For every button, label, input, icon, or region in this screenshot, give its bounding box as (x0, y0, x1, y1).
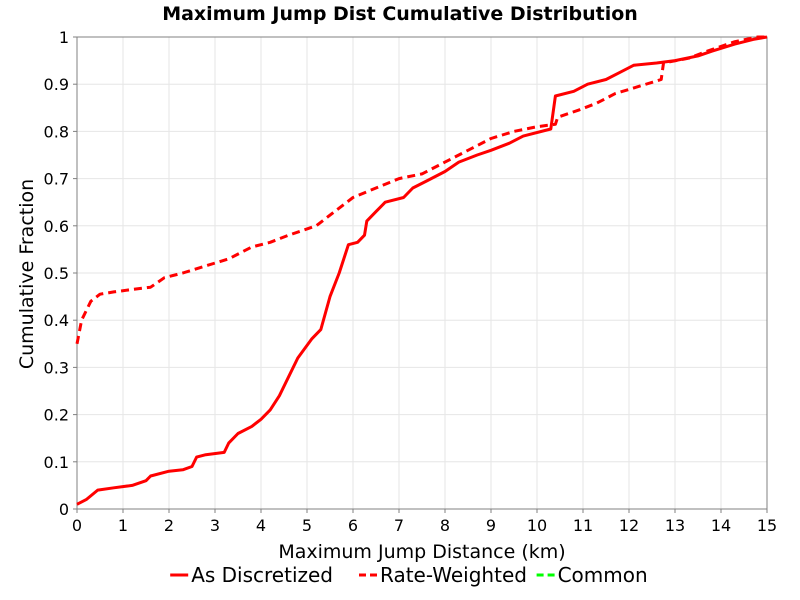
series-layer (75, 35, 768, 506)
x-tick-label: 5 (302, 516, 312, 535)
x-tick-label: 15 (757, 516, 777, 535)
x-tick-labels: 0 1 2 3 4 5 6 7 8 9 10 11 12 13 14 15 (72, 509, 777, 535)
x-tick-label: 14 (711, 516, 731, 535)
x-tick-label: 10 (527, 516, 547, 535)
y-axis-label: Cumulative Fraction (16, 179, 38, 369)
y-tick-label: 0.1 (44, 453, 69, 472)
y-tick-label: 0.6 (44, 217, 69, 236)
x-tick-label: 8 (440, 516, 450, 535)
y-tick-label: 0.3 (44, 358, 69, 377)
y-tick-label: 0.9 (44, 75, 69, 94)
x-axis-label: Maximum Jump Distance (km) (278, 541, 565, 563)
y-tick-label: 1 (59, 28, 69, 47)
x-tick-label: 12 (619, 516, 639, 535)
y-tick-label: 0.7 (44, 170, 69, 189)
x-tick-label: 2 (164, 516, 174, 535)
x-tick-label: 13 (665, 516, 685, 535)
x-tick-label: 7 (394, 516, 404, 535)
legend-item-label: As Discretized (191, 563, 333, 587)
legend-item-label: Rate-Weighted (380, 563, 527, 587)
y-tick-label: 0.4 (44, 311, 69, 330)
x-tick-label: 0 (72, 516, 82, 535)
x-tick-label: 1 (118, 516, 128, 535)
series-line-as-discretized (76, 35, 768, 506)
x-tick-label: 9 (486, 516, 496, 535)
chart-title: Maximum Jump Dist Cumulative Distributio… (162, 3, 638, 25)
y-tick-label: 0 (59, 500, 69, 519)
grid-lines (76, 36, 768, 510)
y-tick-label: 0.8 (44, 122, 69, 141)
y-tick-label: 0.5 (44, 264, 69, 283)
x-tick-label: 4 (256, 516, 266, 535)
series-line-rate-weighted (75, 35, 767, 345)
x-tick-label: 3 (210, 516, 220, 535)
y-tick-label: 0.2 (44, 406, 69, 425)
y-tick-labels: 0 0.1 0.2 0.3 0.4 0.5 0.6 0.7 0.8 0.9 1 (44, 28, 77, 519)
x-tick-label: 11 (573, 516, 593, 535)
x-tick-label: 6 (348, 516, 358, 535)
legend: As Discretized Rate-Weighted Common (170, 563, 648, 587)
legend-item-label: Common (558, 563, 648, 587)
